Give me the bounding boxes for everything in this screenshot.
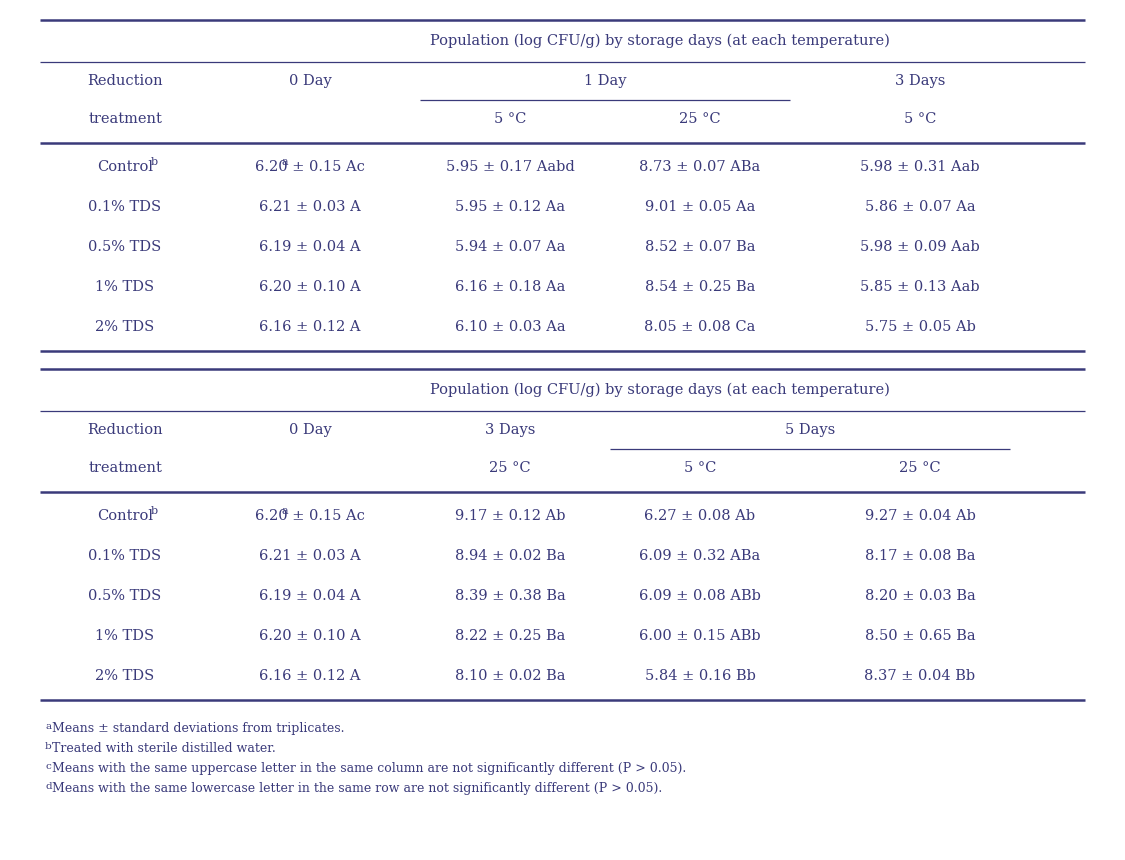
Text: 5.95 ± 0.12 Aa: 5.95 ± 0.12 Aa bbox=[455, 200, 565, 214]
Text: 1 Day: 1 Day bbox=[584, 74, 627, 88]
Text: 6.10 ± 0.03 Aa: 6.10 ± 0.03 Aa bbox=[455, 320, 566, 334]
Text: 6.20 ± 0.10 A: 6.20 ± 0.10 A bbox=[259, 280, 361, 294]
Text: 6.16 ± 0.12 A: 6.16 ± 0.12 A bbox=[259, 669, 361, 683]
Text: 8.73 ± 0.07 ABa: 8.73 ± 0.07 ABa bbox=[639, 160, 760, 174]
Text: 3 Days: 3 Days bbox=[485, 423, 536, 437]
Text: 9.01 ± 0.05 Aa: 9.01 ± 0.05 Aa bbox=[645, 200, 755, 214]
Text: 5.95 ± 0.17 Aabd: 5.95 ± 0.17 Aabd bbox=[446, 160, 575, 174]
Text: a: a bbox=[282, 157, 289, 167]
Text: 6.27 ± 0.08 Ab: 6.27 ± 0.08 Ab bbox=[645, 509, 756, 523]
Text: 6.21 ± 0.03 A: 6.21 ± 0.03 A bbox=[259, 200, 361, 214]
Text: b: b bbox=[45, 742, 52, 751]
Text: d: d bbox=[45, 782, 52, 791]
Text: 1% TDS: 1% TDS bbox=[96, 629, 154, 643]
Text: Population (log CFU/g) by storage days (at each temperature): Population (log CFU/g) by storage days (… bbox=[430, 34, 890, 48]
Text: 8.37 ± 0.04 Bb: 8.37 ± 0.04 Bb bbox=[864, 669, 975, 683]
Text: 6.09 ± 0.08 ABb: 6.09 ± 0.08 ABb bbox=[639, 589, 760, 603]
Text: Means with the same uppercase letter in the same column are not significantly di: Means with the same uppercase letter in … bbox=[52, 762, 686, 775]
Text: a: a bbox=[45, 722, 51, 731]
Text: b: b bbox=[151, 506, 159, 516]
Text: Reduction: Reduction bbox=[88, 423, 163, 437]
Text: 9.27 ± 0.04 Ab: 9.27 ± 0.04 Ab bbox=[865, 509, 975, 523]
Text: 0 Day: 0 Day bbox=[289, 423, 332, 437]
Text: 8.05 ± 0.08 Ca: 8.05 ± 0.08 Ca bbox=[645, 320, 756, 334]
Text: 8.39 ± 0.38 Ba: 8.39 ± 0.38 Ba bbox=[455, 589, 566, 603]
Text: 5 Days: 5 Days bbox=[785, 423, 835, 437]
Text: 5.75 ± 0.05 Ab: 5.75 ± 0.05 Ab bbox=[865, 320, 975, 334]
Text: 3 Days: 3 Days bbox=[894, 74, 945, 88]
Text: 5 °C: 5 °C bbox=[684, 461, 717, 475]
Text: 8.50 ± 0.65 Ba: 8.50 ± 0.65 Ba bbox=[865, 629, 975, 643]
Text: 6.16 ± 0.18 Aa: 6.16 ± 0.18 Aa bbox=[455, 280, 565, 294]
Text: 9.17 ± 0.12 Ab: 9.17 ± 0.12 Ab bbox=[455, 509, 565, 523]
Text: 0.5% TDS: 0.5% TDS bbox=[89, 240, 162, 254]
Text: 0 Day: 0 Day bbox=[289, 74, 332, 88]
Text: 0.5% TDS: 0.5% TDS bbox=[89, 589, 162, 603]
Text: Control: Control bbox=[97, 509, 153, 523]
Text: 2% TDS: 2% TDS bbox=[96, 320, 154, 334]
Text: 6.20 ± 0.10 A: 6.20 ± 0.10 A bbox=[259, 629, 361, 643]
Text: 8.52 ± 0.07 Ba: 8.52 ± 0.07 Ba bbox=[645, 240, 755, 254]
Text: Control: Control bbox=[97, 160, 153, 174]
Text: 8.22 ± 0.25 Ba: 8.22 ± 0.25 Ba bbox=[455, 629, 565, 643]
Text: Means ± standard deviations from triplicates.: Means ± standard deviations from triplic… bbox=[52, 722, 344, 735]
Text: 6.19 ± 0.04 A: 6.19 ± 0.04 A bbox=[259, 589, 361, 603]
Text: 8.17 ± 0.08 Ba: 8.17 ± 0.08 Ba bbox=[865, 549, 975, 563]
Text: Population (log CFU/g) by storage days (at each temperature): Population (log CFU/g) by storage days (… bbox=[430, 383, 890, 397]
Text: b: b bbox=[151, 157, 159, 167]
Text: 25 °C: 25 °C bbox=[680, 112, 721, 126]
Text: 6.09 ± 0.32 ABa: 6.09 ± 0.32 ABa bbox=[639, 549, 760, 563]
Text: 2% TDS: 2% TDS bbox=[96, 669, 154, 683]
Text: 5.84 ± 0.16 Bb: 5.84 ± 0.16 Bb bbox=[645, 669, 756, 683]
Text: 25 °C: 25 °C bbox=[489, 461, 531, 475]
Text: Treated with sterile distilled water.: Treated with sterile distilled water. bbox=[52, 742, 276, 755]
Text: c: c bbox=[45, 762, 51, 771]
Text: 5.94 ± 0.07 Aa: 5.94 ± 0.07 Aa bbox=[455, 240, 565, 254]
Text: 5 °C: 5 °C bbox=[494, 112, 526, 126]
Text: 6.19 ± 0.04 A: 6.19 ± 0.04 A bbox=[259, 240, 361, 254]
Text: treatment: treatment bbox=[88, 461, 162, 475]
Text: 6.20 ± 0.15 Ac: 6.20 ± 0.15 Ac bbox=[255, 160, 364, 174]
Text: treatment: treatment bbox=[88, 112, 162, 126]
Text: 6.20 ± 0.15 Ac: 6.20 ± 0.15 Ac bbox=[255, 509, 364, 523]
Text: 6.16 ± 0.12 A: 6.16 ± 0.12 A bbox=[259, 320, 361, 334]
Text: 8.10 ± 0.02 Ba: 8.10 ± 0.02 Ba bbox=[455, 669, 565, 683]
Text: 5.85 ± 0.13 Aab: 5.85 ± 0.13 Aab bbox=[861, 280, 980, 294]
Text: 5.98 ± 0.31 Aab: 5.98 ± 0.31 Aab bbox=[861, 160, 980, 174]
Text: 8.54 ± 0.25 Ba: 8.54 ± 0.25 Ba bbox=[645, 280, 755, 294]
Text: Reduction: Reduction bbox=[88, 74, 163, 88]
Text: a: a bbox=[282, 506, 289, 516]
Text: 5.86 ± 0.07 Aa: 5.86 ± 0.07 Aa bbox=[865, 200, 975, 214]
Text: 8.20 ± 0.03 Ba: 8.20 ± 0.03 Ba bbox=[865, 589, 975, 603]
Text: 0.1% TDS: 0.1% TDS bbox=[89, 549, 162, 563]
Text: 0.1% TDS: 0.1% TDS bbox=[89, 200, 162, 214]
Text: 6.00 ± 0.15 ABb: 6.00 ± 0.15 ABb bbox=[639, 629, 760, 643]
Text: 8.94 ± 0.02 Ba: 8.94 ± 0.02 Ba bbox=[455, 549, 565, 563]
Text: 25 °C: 25 °C bbox=[899, 461, 940, 475]
Text: 1% TDS: 1% TDS bbox=[96, 280, 154, 294]
Text: 6.21 ± 0.03 A: 6.21 ± 0.03 A bbox=[259, 549, 361, 563]
Text: 5 °C: 5 °C bbox=[903, 112, 936, 126]
Text: 5.98 ± 0.09 Aab: 5.98 ± 0.09 Aab bbox=[861, 240, 980, 254]
Text: Means with the same lowercase letter in the same row are not significantly diffe: Means with the same lowercase letter in … bbox=[52, 782, 663, 795]
